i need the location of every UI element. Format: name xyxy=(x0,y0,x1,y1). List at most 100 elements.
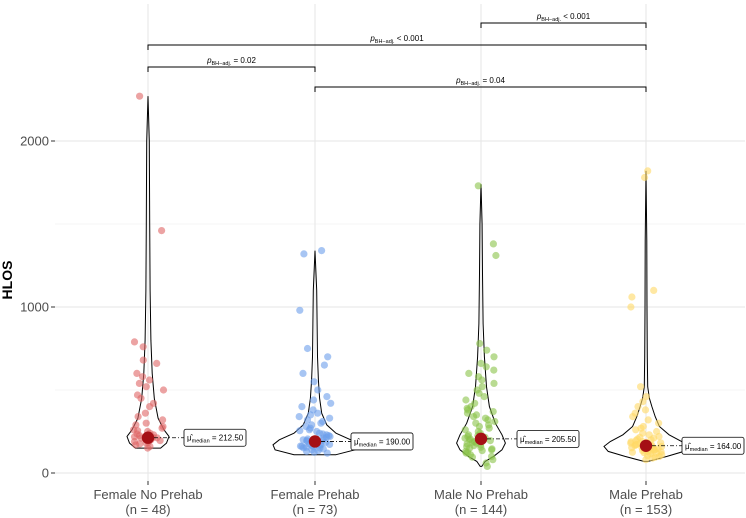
data-point xyxy=(326,414,334,422)
significance-label: pBH−adj. = 0.02 xyxy=(206,56,256,67)
data-point xyxy=(300,250,308,258)
data-point xyxy=(642,393,650,401)
data-point xyxy=(298,403,306,411)
data-point xyxy=(631,409,639,417)
median-label: μ̂median = 205.50 xyxy=(520,435,577,446)
category-count-label: (n = 144) xyxy=(455,502,507,517)
category-count-label: (n = 153) xyxy=(620,502,672,517)
data-point xyxy=(310,378,318,386)
category-label: Female No Prehab xyxy=(93,487,202,502)
data-point xyxy=(134,413,142,421)
data-point xyxy=(489,408,497,416)
significance-label: pBH−adj. = 0.04 xyxy=(455,76,505,87)
grid-lines xyxy=(55,4,745,481)
data-point xyxy=(655,419,663,427)
data-point xyxy=(299,369,307,377)
data-point xyxy=(309,406,317,414)
significance-brackets: pBH−adj. = 0.02 pBH−adj. = 0.04 pBH−adj. <… xyxy=(147,12,647,92)
data-point xyxy=(473,386,481,394)
data-point xyxy=(472,419,480,427)
data-point xyxy=(327,399,335,407)
significance-bracket xyxy=(480,22,647,28)
data-point xyxy=(637,383,645,391)
significance-label: pBH−adj. < 0.001 xyxy=(369,34,424,45)
data-point xyxy=(639,422,647,431)
violin-1 xyxy=(272,250,358,456)
data-point xyxy=(627,303,635,311)
data-point xyxy=(139,373,147,381)
data-point xyxy=(657,439,665,447)
median-annotations: μ̂median = 212.50 μ̂median = 190.00 μ̂medi… xyxy=(141,428,745,455)
data-point xyxy=(318,247,326,255)
data-point xyxy=(492,251,500,260)
data-point xyxy=(320,361,328,369)
data-point xyxy=(461,426,469,434)
y-tick-label: 0 xyxy=(42,466,49,481)
data-point xyxy=(296,306,304,314)
data-point xyxy=(482,459,490,467)
data-point xyxy=(478,383,486,391)
data-point xyxy=(483,346,491,354)
median-label: μ̂median = 190.00 xyxy=(354,437,411,448)
data-point xyxy=(474,373,483,381)
data-point xyxy=(490,366,498,374)
category-count-label: (n = 48) xyxy=(125,502,170,517)
data-point xyxy=(644,167,652,175)
data-point xyxy=(142,383,150,391)
data-point xyxy=(159,422,167,431)
median-point xyxy=(141,431,155,444)
data-point xyxy=(645,431,653,439)
data-point xyxy=(472,411,481,419)
data-point xyxy=(628,293,636,301)
data-point xyxy=(474,182,482,190)
median-label: μ̂median = 212.50 xyxy=(187,434,244,445)
data-point xyxy=(130,338,139,346)
data-point xyxy=(296,427,304,435)
median-point xyxy=(308,435,322,448)
y-axis-label: HLOS xyxy=(0,261,15,300)
data-point xyxy=(488,445,496,453)
data-point xyxy=(308,421,316,429)
median-label-box xyxy=(350,432,414,451)
data-point xyxy=(135,379,143,387)
data-point xyxy=(136,92,144,100)
data-point xyxy=(490,379,498,387)
data-point xyxy=(149,399,158,407)
significance-label: pBH−adj. < 0.001 xyxy=(536,12,591,23)
y-tick-label: 1000 xyxy=(20,300,49,315)
data-point xyxy=(310,396,318,404)
y-tick-label: 2000 xyxy=(20,134,49,149)
data-point xyxy=(323,393,331,401)
median-label-box xyxy=(516,429,580,448)
data-point xyxy=(650,286,658,294)
data-point xyxy=(319,417,327,426)
data-point xyxy=(653,427,661,436)
data-point xyxy=(489,240,497,248)
data-points xyxy=(130,92,666,470)
data-point xyxy=(142,419,150,427)
median-point xyxy=(639,439,653,452)
data-point xyxy=(482,363,490,371)
data-point xyxy=(481,414,490,422)
data-point xyxy=(314,386,322,394)
data-point xyxy=(145,376,154,384)
data-point xyxy=(295,413,303,421)
category-label: Female Prehab xyxy=(271,487,360,502)
violin-3 xyxy=(603,170,689,462)
median-label-box xyxy=(681,436,745,455)
data-point xyxy=(477,359,485,367)
data-point xyxy=(302,422,310,431)
data-point xyxy=(153,359,161,367)
median-point xyxy=(474,432,488,446)
violins xyxy=(126,96,689,467)
significance-bracket xyxy=(147,66,316,72)
data-point xyxy=(324,353,332,361)
data-point xyxy=(313,427,321,436)
data-point xyxy=(476,339,484,348)
category-label: Male Prehab xyxy=(609,487,683,502)
data-point xyxy=(471,399,479,407)
data-point xyxy=(132,421,140,429)
data-point xyxy=(139,356,147,364)
data-point xyxy=(133,391,142,399)
